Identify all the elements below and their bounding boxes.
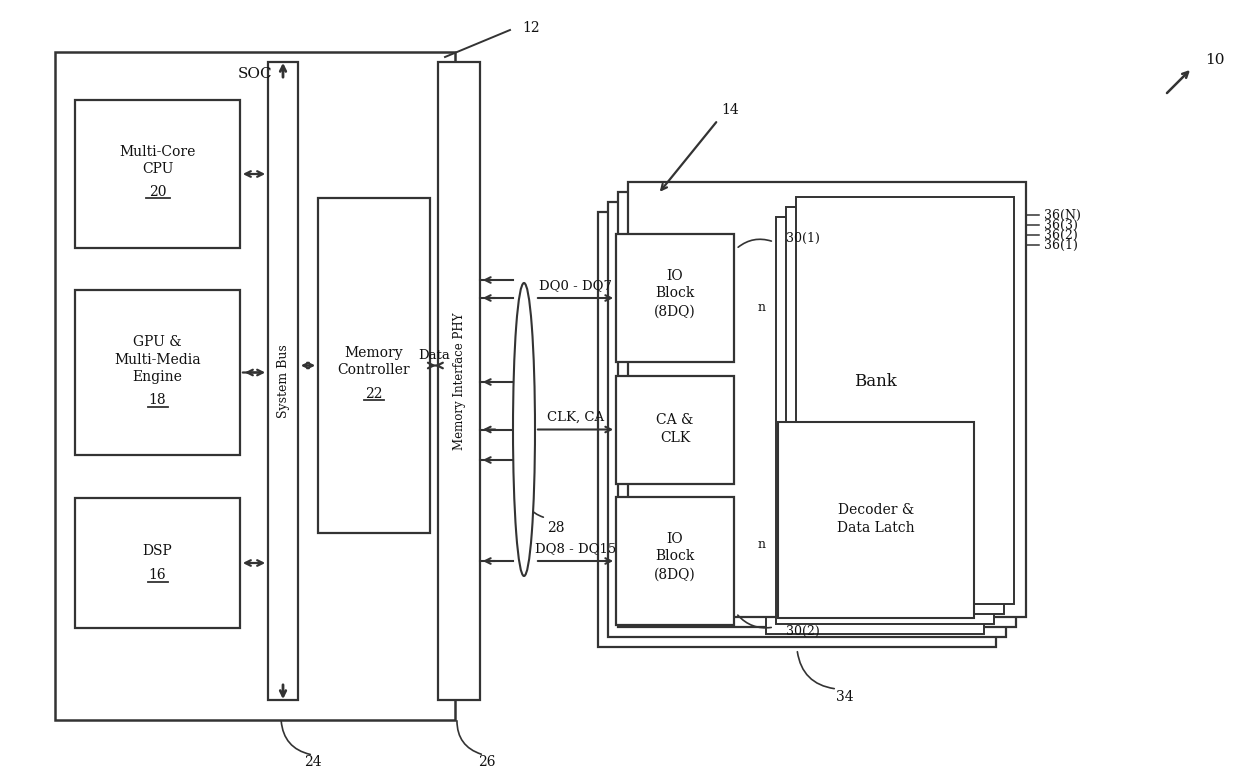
Text: n: n <box>758 538 766 551</box>
Text: CPU: CPU <box>141 162 174 176</box>
Text: 34: 34 <box>836 690 854 704</box>
Bar <box>616 234 734 362</box>
Text: Bank: Bank <box>853 373 897 390</box>
Bar <box>268 62 298 700</box>
Bar <box>608 202 1006 637</box>
Text: CA &: CA & <box>656 413 693 427</box>
Text: CLK, CA: CLK, CA <box>547 411 604 424</box>
Text: Memory: Memory <box>345 347 403 361</box>
Text: Data Latch: Data Latch <box>837 521 915 535</box>
Text: (8DQ): (8DQ) <box>655 568 696 582</box>
Text: IO: IO <box>667 532 683 546</box>
Bar <box>74 100 241 248</box>
Bar <box>55 52 455 720</box>
Text: Block: Block <box>655 549 694 563</box>
Ellipse shape <box>513 283 534 576</box>
Text: DQ8 - DQ15: DQ8 - DQ15 <box>534 542 616 556</box>
Text: 24: 24 <box>304 755 322 769</box>
Text: Multi-Core: Multi-Core <box>119 145 196 159</box>
Text: 32: 32 <box>786 441 802 454</box>
Bar <box>618 192 1016 627</box>
Text: 14: 14 <box>722 103 739 117</box>
Text: Memory Interface PHY: Memory Interface PHY <box>453 312 465 450</box>
Text: 12: 12 <box>522 21 539 35</box>
Bar <box>777 422 973 618</box>
Text: 18: 18 <box>149 393 166 407</box>
Text: 28: 28 <box>547 521 564 535</box>
Text: 36(2): 36(2) <box>1044 228 1078 241</box>
Bar <box>74 290 241 455</box>
Bar <box>776 217 994 624</box>
Bar <box>786 207 1004 614</box>
Text: CLK: CLK <box>660 431 691 445</box>
Text: Engine: Engine <box>133 370 182 384</box>
Text: SOC: SOC <box>238 67 273 81</box>
Text: 36(3): 36(3) <box>1044 219 1078 231</box>
Text: Multi-Media: Multi-Media <box>114 354 201 368</box>
Bar <box>616 376 734 483</box>
Text: 26: 26 <box>479 755 496 769</box>
Bar <box>74 498 241 628</box>
Text: System Bus: System Bus <box>277 344 289 417</box>
Text: DQ0 - DQ7: DQ0 - DQ7 <box>539 279 613 293</box>
Bar <box>796 197 1014 604</box>
Text: n: n <box>758 300 766 314</box>
Text: Decoder &: Decoder & <box>838 503 914 517</box>
Text: 36(N): 36(N) <box>1044 209 1081 221</box>
Text: 30(1): 30(1) <box>786 231 820 244</box>
Text: 20: 20 <box>149 185 166 199</box>
Bar <box>616 497 734 625</box>
Text: DSP: DSP <box>143 544 172 558</box>
Bar <box>766 227 985 634</box>
Text: Controller: Controller <box>337 363 410 377</box>
Text: 30(2): 30(2) <box>786 625 820 638</box>
Text: 22: 22 <box>366 386 383 400</box>
Text: GPU &: GPU & <box>133 335 182 349</box>
Text: 16: 16 <box>149 568 166 582</box>
Text: 10: 10 <box>1205 53 1225 67</box>
Text: 36(1): 36(1) <box>1044 238 1078 251</box>
Bar <box>438 62 480 700</box>
Bar <box>627 182 1025 617</box>
Text: Block: Block <box>655 286 694 300</box>
Text: IO: IO <box>667 269 683 283</box>
Bar <box>598 212 996 647</box>
Bar <box>317 198 430 533</box>
Text: Data: Data <box>418 349 450 362</box>
Text: (8DQ): (8DQ) <box>655 305 696 319</box>
